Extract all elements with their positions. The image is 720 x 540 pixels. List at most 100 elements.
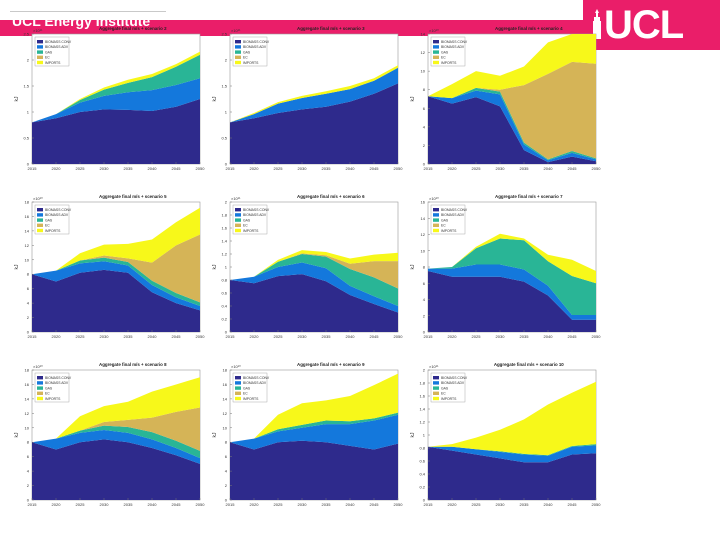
- y-tick-label: 12: [421, 50, 426, 55]
- ucl-crest-icon: [593, 9, 601, 39]
- y-tick-label: 1: [423, 433, 426, 438]
- area-series-5: [32, 377, 200, 443]
- y-tick-label: 0: [423, 330, 426, 335]
- area-series-2: [32, 78, 200, 123]
- legend-label: BIOMASS CONV: [441, 376, 468, 380]
- chart-panel-8: 0 2 4 6 8 10 12 14 16 18 2015 2020 2025 2030 2035 2040 2…: [208, 340, 406, 508]
- legend-label: GAS: [45, 218, 53, 222]
- chart-panel-6: 0 2 4 6 8 10 12 14 16 2015 2020 2025 2030 2035 2040 204…: [406, 172, 604, 340]
- y-tick-label: 10: [421, 248, 426, 253]
- y-tick-label: 0.6: [221, 291, 227, 296]
- y-tick-label: 8: [423, 87, 426, 92]
- x-tick-label: 2045: [568, 334, 578, 339]
- chart-svg: 0 0.2 0.4 0.6 0.8 1 1.2 1.4 1.6 1.8 2 2015 2020 2025 2…: [212, 194, 404, 339]
- y-tick-label: 16: [25, 214, 30, 219]
- x-tick-label: 2035: [520, 334, 530, 339]
- y-tick-label: 4: [423, 297, 426, 302]
- x-tick-label: 2035: [520, 502, 530, 507]
- y-tick-label: 1.2: [419, 420, 425, 425]
- legend-swatch: [433, 208, 439, 212]
- x-tick-label: 2025: [472, 166, 482, 171]
- y-tick-label: 8: [27, 440, 30, 445]
- x-tick-label: 2040: [148, 502, 158, 507]
- legend-label: EC: [45, 56, 50, 60]
- x-tick-label: 2035: [322, 502, 332, 507]
- legend-label: BIOMASS ADV: [243, 213, 267, 217]
- legend-swatch: [433, 223, 439, 227]
- chart-panel-5: 0 0.2 0.4 0.6 0.8 1 1.2 1.4 1.6 1.8 2 2015 2020 2025 2…: [208, 172, 406, 340]
- legend-label: GAS: [441, 50, 449, 54]
- x-tick-label: 2035: [322, 166, 332, 171]
- y-tick-label: 0.8: [419, 446, 425, 451]
- legend-label: EC: [243, 392, 248, 396]
- x-tick-label: 2040: [346, 166, 356, 171]
- x-tick-label: 2030: [298, 334, 308, 339]
- legend-swatch: [235, 55, 241, 59]
- area-series-5: [230, 65, 398, 123]
- legend-swatch: [37, 218, 43, 222]
- legend-swatch: [37, 213, 43, 217]
- x-tick-label: 2030: [496, 334, 506, 339]
- y-tick-label: 0.4: [419, 472, 425, 477]
- legend-swatch: [235, 45, 241, 49]
- legend-label: EC: [441, 224, 446, 228]
- x-tick-label: 2050: [592, 166, 602, 171]
- y-tick-label: 14: [223, 396, 228, 401]
- x-tick-label: 2020: [52, 166, 62, 171]
- chart-title: Aggregate final m/s + scenario 6: [297, 194, 365, 199]
- y-tick-label: 6: [27, 286, 30, 291]
- area-series-3: [428, 444, 596, 456]
- y-tick-label: 0: [27, 498, 30, 503]
- y-tick-label: 1.6: [221, 226, 227, 231]
- legend-swatch: [433, 213, 439, 217]
- x-tick-label: 2015: [28, 502, 38, 507]
- legend-label: BIOMASS CONV: [45, 40, 72, 44]
- x-tick-label: 2050: [196, 502, 206, 507]
- x-tick-label: 2030: [496, 166, 506, 171]
- y-axis-label: kJ: [14, 96, 20, 102]
- y-tick-label: 0.8: [221, 278, 227, 283]
- y-tick-label: 4: [423, 124, 426, 129]
- y-tick-label: 0: [225, 498, 228, 503]
- legend-swatch: [235, 208, 241, 212]
- legend-label: BIOMASS ADV: [45, 213, 69, 217]
- y-tick-label: 2: [423, 313, 426, 318]
- x-tick-label: 2050: [394, 334, 404, 339]
- y-tick-label: 0.5: [221, 136, 227, 141]
- legend-label: GAS: [441, 386, 449, 390]
- x-tick-label: 2050: [196, 334, 206, 339]
- y-tick-label: 1.4: [419, 407, 425, 412]
- header-band: [0, 20, 720, 36]
- area-series-3: [230, 254, 398, 306]
- x-tick-label: 2020: [448, 334, 458, 339]
- y-tick-label: 12: [223, 411, 228, 416]
- legend-label: BIOMASS ADV: [243, 45, 267, 49]
- area-series-2: [32, 429, 200, 464]
- legend-label: BIOMASS ADV: [45, 45, 69, 49]
- x-tick-label: 2015: [424, 166, 434, 171]
- area-series-4: [32, 234, 200, 303]
- x-tick-label: 2020: [448, 166, 458, 171]
- x-tick-label: 2050: [394, 502, 404, 507]
- x-tick-label: 2045: [568, 502, 578, 507]
- ucl-logo-text: UCL: [604, 3, 684, 47]
- chart-svg: 0 0.5 1 1.5 2 2.5 2015 2020 2025 2030 2035 2040 2045…: [212, 26, 403, 171]
- y-tick-label: 1.8: [419, 381, 425, 386]
- legend-label: BIOMASS ADV: [441, 45, 465, 49]
- y-tick-label: 10: [25, 425, 30, 430]
- x-tick-label: 2045: [172, 166, 182, 171]
- x-tick-label: 2015: [28, 166, 38, 171]
- legend-label: BIOMASS CONV: [441, 208, 468, 212]
- x-tick-label: 2030: [100, 166, 110, 171]
- y-tick-label: 14: [25, 228, 30, 233]
- x-tick-label: 2030: [100, 502, 110, 507]
- x-tick-label: 2030: [496, 502, 506, 507]
- y-exponent: ×10¹⁰: [231, 364, 241, 369]
- legend-label: GAS: [243, 386, 251, 390]
- x-tick-label: 2020: [52, 502, 62, 507]
- y-exponent: ×10¹¹: [33, 28, 43, 33]
